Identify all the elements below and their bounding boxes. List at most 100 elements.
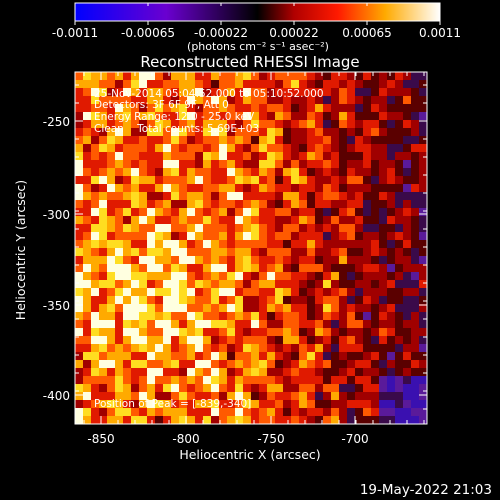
image-pixel [171,168,180,177]
image-pixel [259,208,268,217]
image-pixel [139,112,148,121]
image-pixel [347,240,356,249]
image-pixel [195,192,204,201]
image-pixel [83,336,92,345]
image-pixel [243,152,252,161]
image-pixel [411,352,420,361]
image-pixel [163,232,172,241]
image-pixel [387,320,396,329]
image-pixel [187,216,196,225]
image-pixel [107,320,116,329]
image-pixel [283,72,292,81]
image-pixel [355,384,364,393]
image-pixel [227,144,236,153]
image-pixel [91,256,100,265]
image-pixel [339,224,348,233]
image-pixel [107,216,116,225]
image-pixel [395,336,404,345]
image-pixel [147,152,156,161]
image-pixel [115,80,124,89]
image-pixel [139,192,148,201]
image-pixel [347,88,356,97]
image-pixel [299,88,308,97]
image-pixel [275,344,284,353]
image-pixel [395,88,404,97]
image-pixel [283,256,292,265]
image-pixel [91,88,100,97]
image-pixel [251,232,260,241]
image-pixel [379,104,388,113]
image-pixel [299,96,308,105]
image-pixel [275,256,284,265]
image-pixel [395,144,404,153]
image-pixel [179,176,188,185]
image-pixel [291,392,300,401]
image-pixel [411,152,420,161]
image-pixel [315,104,324,113]
image-pixel [347,136,356,145]
image-pixel [307,280,316,289]
image-pixel [355,96,364,105]
image-pixel [171,304,180,313]
image-pixel [299,328,308,337]
image-pixel [123,400,132,409]
image-pixel [187,320,196,329]
image-pixel [331,232,340,241]
image-pixel [219,136,228,145]
image-pixel [403,272,412,281]
image-pixel [371,408,380,417]
image-pixel [83,208,92,217]
image-pixel [195,72,204,81]
image-pixel [259,128,268,137]
image-pixel [371,200,380,209]
plot-title: Reconstructed RHESSI Image [140,53,359,71]
image-pixel [387,272,396,281]
image-pixel [211,272,220,281]
image-pixel [187,96,196,105]
image-pixel [331,328,340,337]
image-pixel [259,416,268,425]
image-pixel [115,128,124,137]
image-pixel [131,168,140,177]
image-pixel [203,280,212,289]
image-pixel [131,280,140,289]
image-pixel [163,248,172,257]
image-pixel [91,80,100,89]
image-pixel [75,352,84,361]
image-pixel [187,272,196,281]
image-pixel [395,328,404,337]
image-pixel [347,104,356,113]
image-pixel [75,88,84,97]
image-pixel [147,264,156,273]
image-pixel [323,80,332,89]
image-pixel [267,336,276,345]
image-pixel [91,384,100,393]
image-pixel [243,392,252,401]
image-pixel [411,280,420,289]
image-pixel [171,192,180,201]
image-pixel [91,320,100,329]
image-pixel [203,360,212,369]
image-pixel [267,400,276,409]
image-pixel [347,416,356,425]
image-pixel [307,72,316,81]
image-pixel [315,216,324,225]
image-pixel [291,312,300,321]
image-pixel [411,112,420,121]
image-pixel [227,128,236,137]
image-pixel [299,112,308,121]
image-pixel [155,400,164,409]
image-pixel [107,176,116,185]
image-pixel [115,376,124,385]
image-pixel [155,216,164,225]
image-pixel [275,144,284,153]
image-pixel [371,128,380,137]
image-pixel [323,360,332,369]
image-pixel [91,96,100,105]
image-pixel [195,336,204,345]
image-pixel [251,328,260,337]
image-pixel [91,112,100,121]
image-pixel [203,104,212,113]
image-pixel [307,384,316,393]
image-pixel [339,128,348,137]
